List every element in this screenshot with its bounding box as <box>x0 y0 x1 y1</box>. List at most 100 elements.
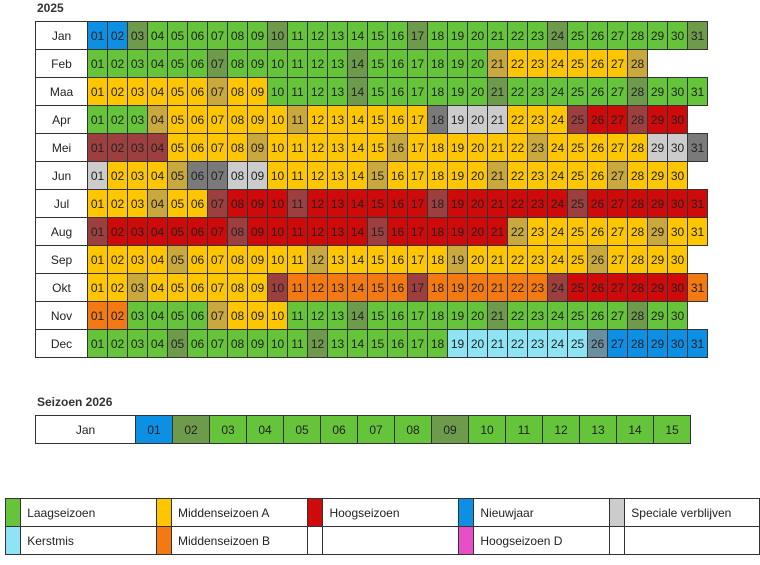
day-cell[interactable]: 31 <box>687 189 708 218</box>
day-cell[interactable]: 29 <box>647 217 668 246</box>
day-cell[interactable]: 11 <box>287 77 308 106</box>
day-cell[interactable]: 14 <box>347 301 368 330</box>
day-cell[interactable]: 13 <box>327 273 348 302</box>
day-cell[interactable]: 14 <box>347 329 368 358</box>
day-cell[interactable]: 16 <box>387 21 408 50</box>
day-cell[interactable]: 04 <box>147 329 168 358</box>
day-cell[interactable]: 10 <box>468 415 506 444</box>
day-cell[interactable]: 19 <box>447 133 468 162</box>
day-cell[interactable]: 06 <box>187 245 208 274</box>
day-cell[interactable]: 02 <box>172 415 210 444</box>
day-cell[interactable]: 27 <box>607 105 628 134</box>
day-cell[interactable]: 04 <box>147 301 168 330</box>
day-cell[interactable]: 14 <box>347 161 368 190</box>
day-cell[interactable]: 31 <box>687 329 708 358</box>
day-cell[interactable]: 13 <box>327 133 348 162</box>
day-cell[interactable]: 02 <box>107 21 128 50</box>
day-cell[interactable]: 28 <box>627 133 648 162</box>
day-cell[interactable]: 14 <box>347 49 368 78</box>
day-cell[interactable]: 18 <box>427 161 448 190</box>
day-cell[interactable]: 14 <box>347 273 368 302</box>
day-cell[interactable]: 15 <box>367 189 388 218</box>
day-cell[interactable]: 09 <box>247 161 268 190</box>
day-cell[interactable]: 26 <box>587 77 608 106</box>
day-cell[interactable]: 04 <box>246 415 284 444</box>
day-cell[interactable]: 22 <box>507 21 528 50</box>
day-cell[interactable]: 19 <box>447 105 468 134</box>
day-cell[interactable]: 25 <box>567 245 588 274</box>
day-cell[interactable]: 20 <box>467 217 488 246</box>
day-cell[interactable]: 11 <box>287 161 308 190</box>
day-cell[interactable]: 12 <box>307 273 328 302</box>
day-cell[interactable]: 29 <box>647 189 668 218</box>
day-cell[interactable]: 23 <box>527 301 548 330</box>
day-cell[interactable]: 23 <box>527 161 548 190</box>
day-cell[interactable]: 15 <box>367 161 388 190</box>
day-cell[interactable]: 05 <box>167 77 188 106</box>
day-cell[interactable]: 05 <box>167 217 188 246</box>
day-cell[interactable]: 09 <box>247 245 268 274</box>
day-cell[interactable]: 30 <box>667 21 688 50</box>
day-cell[interactable]: 12 <box>307 189 328 218</box>
day-cell[interactable]: 22 <box>507 273 528 302</box>
day-cell[interactable]: 09 <box>247 217 268 246</box>
day-cell[interactable]: 28 <box>627 105 648 134</box>
day-cell[interactable]: 08 <box>227 329 248 358</box>
day-cell[interactable]: 28 <box>627 245 648 274</box>
day-cell[interactable]: 24 <box>547 245 568 274</box>
day-cell[interactable]: 01 <box>87 301 108 330</box>
day-cell[interactable]: 06 <box>187 133 208 162</box>
day-cell[interactable]: 18 <box>427 77 448 106</box>
day-cell[interactable]: 06 <box>187 329 208 358</box>
day-cell[interactable]: 26 <box>587 49 608 78</box>
day-cell[interactable]: 23 <box>527 273 548 302</box>
day-cell[interactable]: 30 <box>667 245 688 274</box>
day-cell[interactable]: 22 <box>507 77 528 106</box>
day-cell[interactable]: 13 <box>327 301 348 330</box>
day-cell[interactable]: 05 <box>167 105 188 134</box>
day-cell[interactable]: 26 <box>587 273 608 302</box>
day-cell[interactable]: 06 <box>187 189 208 218</box>
day-cell[interactable]: 11 <box>287 21 308 50</box>
day-cell[interactable]: 09 <box>247 133 268 162</box>
day-cell[interactable]: 10 <box>267 329 288 358</box>
day-cell[interactable]: 27 <box>607 189 628 218</box>
day-cell[interactable]: 15 <box>367 273 388 302</box>
day-cell[interactable]: 07 <box>207 301 228 330</box>
day-cell[interactable]: 07 <box>207 161 228 190</box>
day-cell[interactable]: 11 <box>505 415 543 444</box>
day-cell[interactable]: 24 <box>547 189 568 218</box>
day-cell[interactable]: 21 <box>487 245 508 274</box>
day-cell[interactable]: 12 <box>307 133 328 162</box>
day-cell[interactable]: 14 <box>347 105 368 134</box>
day-cell[interactable]: 04 <box>147 245 168 274</box>
day-cell[interactable]: 01 <box>87 329 108 358</box>
day-cell[interactable]: 02 <box>107 105 128 134</box>
day-cell[interactable]: 16 <box>387 301 408 330</box>
day-cell[interactable]: 31 <box>687 217 708 246</box>
day-cell[interactable]: 08 <box>227 245 248 274</box>
day-cell[interactable]: 25 <box>567 105 588 134</box>
day-cell[interactable]: 16 <box>387 161 408 190</box>
day-cell[interactable]: 26 <box>587 245 608 274</box>
day-cell[interactable]: 18 <box>427 245 448 274</box>
day-cell[interactable]: 27 <box>607 301 628 330</box>
day-cell[interactable]: 11 <box>287 133 308 162</box>
day-cell[interactable]: 05 <box>167 273 188 302</box>
day-cell[interactable]: 15 <box>367 329 388 358</box>
day-cell[interactable]: 29 <box>647 77 668 106</box>
day-cell[interactable]: 26 <box>587 21 608 50</box>
day-cell[interactable]: 28 <box>627 329 648 358</box>
day-cell[interactable]: 20 <box>467 245 488 274</box>
day-cell[interactable]: 23 <box>527 21 548 50</box>
day-cell[interactable]: 14 <box>347 245 368 274</box>
day-cell[interactable]: 27 <box>607 217 628 246</box>
day-cell[interactable]: 03 <box>127 329 148 358</box>
day-cell[interactable]: 15 <box>367 105 388 134</box>
day-cell[interactable]: 02 <box>107 133 128 162</box>
day-cell[interactable]: 19 <box>447 77 468 106</box>
day-cell[interactable]: 22 <box>507 217 528 246</box>
day-cell[interactable]: 16 <box>387 329 408 358</box>
day-cell[interactable]: 26 <box>587 161 608 190</box>
day-cell[interactable]: 11 <box>287 189 308 218</box>
